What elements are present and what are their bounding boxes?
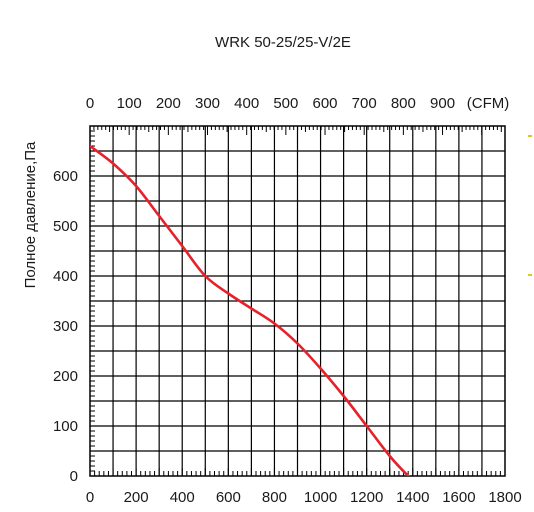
- top-tick-label: 600: [313, 95, 338, 112]
- top-tick-label: 100: [117, 95, 142, 112]
- y-axis-label: Полное давление,Па: [22, 141, 39, 288]
- x-tick-labels: 0 200 400 600 800 1000 1200 1400 1600 1800: [86, 489, 522, 506]
- x-tick-label: 600: [216, 489, 241, 506]
- y-tick-label: 400: [53, 268, 78, 285]
- plot-frame: [89, 125, 506, 477]
- top-tick-label: 200: [156, 95, 181, 112]
- chart-title: WRK 50-25/25-V/2E: [215, 34, 351, 51]
- top-tick-label: 800: [391, 95, 416, 112]
- series-layer: [90, 144, 411, 476]
- top-tick-label: 300: [195, 95, 220, 112]
- y-tick-label: 100: [53, 418, 78, 435]
- top-tick-label: 900: [430, 95, 455, 112]
- top-tick-label: 700: [352, 95, 377, 112]
- y-tick-label: 500: [53, 218, 78, 235]
- top-tick-label: 500: [273, 95, 298, 112]
- y-tick-label: 0: [70, 468, 78, 485]
- y-tick-labels: 0 100 200 300 400 500 600: [53, 168, 78, 485]
- x-tick-label: 800: [262, 489, 287, 506]
- x-tick-label: 1400: [396, 489, 429, 506]
- grid: [90, 126, 505, 476]
- x-tick-label: 200: [124, 489, 149, 506]
- x-tick-label: 1000: [304, 489, 337, 506]
- y-tick-label: 600: [53, 168, 78, 185]
- y-tick-label: 300: [53, 318, 78, 335]
- x-tick-label: 400: [170, 489, 195, 506]
- y-tick-label: 200: [53, 368, 78, 385]
- x-tick-label: 1200: [350, 489, 383, 506]
- top-tick-labels: 0 100 200 300 400 500 600 700 800 900: [86, 95, 455, 112]
- top-tick-label: 400: [234, 95, 259, 112]
- top-tick-label: 0: [86, 95, 94, 112]
- series-line: [90, 144, 411, 476]
- top-axis-unit-label: (CFM): [467, 95, 509, 112]
- x-tick-label: 1600: [442, 489, 475, 506]
- x-tick-label: 0: [86, 489, 94, 506]
- x-tick-label: 1800: [488, 489, 521, 506]
